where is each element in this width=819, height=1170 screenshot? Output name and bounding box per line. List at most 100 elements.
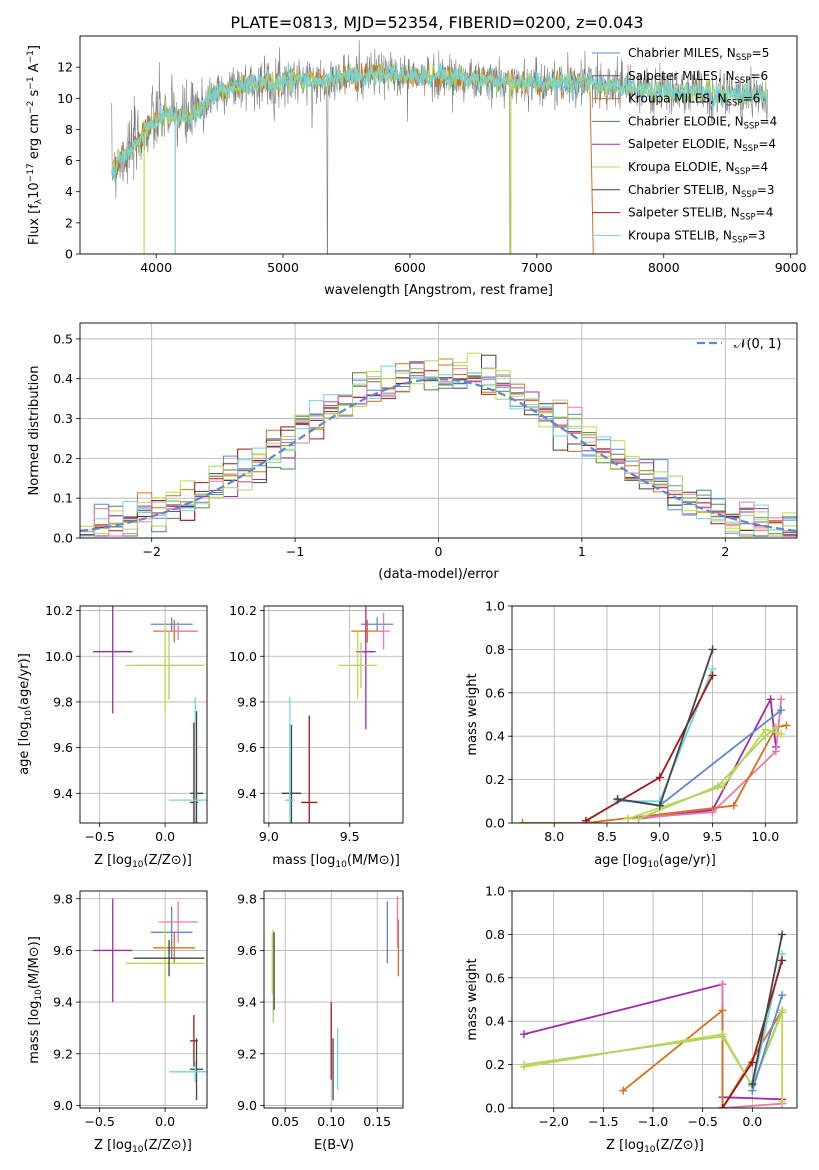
y-tick-label: 0.6 bbox=[485, 970, 505, 985]
y-tick-label: 0.6 bbox=[485, 685, 505, 700]
age_vs_mass-frame bbox=[263, 605, 404, 824]
y-tick-label: 4 bbox=[65, 184, 73, 199]
x-tick-label: −2 bbox=[142, 544, 160, 559]
spectrum-frame bbox=[79, 35, 798, 255]
x-tick-label: −2.0 bbox=[539, 1114, 569, 1129]
x-tick-label: 4000 bbox=[140, 260, 172, 275]
y-tick-label: 9.0 bbox=[237, 1098, 257, 1113]
y-tick-label: 0.4 bbox=[53, 371, 73, 386]
series-line bbox=[751, 994, 783, 1091]
spectrum-xlabel: wavelength [Angstrom, rest frame] bbox=[324, 283, 553, 298]
y-tick-label: 0.3 bbox=[53, 411, 73, 426]
x-tick-label: 9.5 bbox=[703, 829, 723, 844]
x-tick-label: 0.10 bbox=[317, 1114, 345, 1129]
residuals-frame bbox=[79, 322, 798, 539]
y-tick-label: 0.0 bbox=[53, 531, 73, 546]
series-marker bbox=[777, 695, 786, 704]
mass_vs_Z-points bbox=[93, 898, 207, 1101]
massweight_vs_Z-ylabel: mass weight bbox=[465, 958, 480, 1040]
residuals-axes: −2 −1 0 1 2 0.0 0.1 0.2 0.3 0.4 0.5 bbox=[53, 323, 797, 559]
y-tick-label: 0.5 bbox=[53, 331, 73, 346]
y-tick-label: 9.8 bbox=[237, 891, 257, 906]
y-tick-label: 9.4 bbox=[53, 786, 73, 801]
y-tick-label: 9.6 bbox=[53, 943, 73, 958]
y-tick-label: 9.6 bbox=[237, 740, 257, 755]
x-tick-label: 7000 bbox=[521, 260, 553, 275]
massweight_vs_Z-axes: −2.0 −1.5 −1.0 −0.5 0.0 0.0 0.2 0.4 0.6 0.8 1.0 bbox=[485, 884, 797, 1129]
massweight_vs_age-series bbox=[518, 645, 791, 823]
series-marker bbox=[778, 991, 787, 1000]
y-tick-label: 10.0 bbox=[45, 649, 73, 664]
mass-vs-Z-ylabel: mass [log10(M/M⊙)] bbox=[27, 936, 44, 1064]
y-tick-label: 9.8 bbox=[53, 694, 73, 709]
mass-vs-Z-xlabel: Z [log10(Z/Z⊙)] bbox=[94, 1138, 192, 1155]
spectrum-axes: 4000 5000 6000 7000 8000 9000 0 2 4 6 8 10 12 bbox=[57, 60, 807, 275]
x-tick-label: −0.5 bbox=[84, 1114, 114, 1129]
y-tick-label: 1.0 bbox=[485, 599, 505, 614]
series-marker bbox=[708, 808, 717, 817]
legend-entry: Kroupa MILES, NSSP=6 bbox=[628, 92, 760, 109]
y-tick-label: 10 bbox=[57, 91, 73, 106]
y-tick-label: 9.6 bbox=[237, 943, 257, 958]
y-tick-label: 12 bbox=[57, 60, 73, 75]
x-tick-label: 0.0 bbox=[155, 829, 175, 844]
massweight_vs_age-axes: 8.0 8.5 9.0 9.5 10.0 0.0 0.2 0.4 0.6 0.8 1.0 bbox=[485, 599, 797, 844]
residuals-xlabel: (data-model)/error bbox=[378, 567, 499, 582]
x-tick-label: 9000 bbox=[775, 260, 807, 275]
series-marker bbox=[761, 732, 770, 741]
x-tick-label: 9.5 bbox=[340, 829, 360, 844]
y-tick-label: 0.0 bbox=[485, 1101, 505, 1116]
series-marker bbox=[777, 730, 786, 739]
mass_vs_ebv-points bbox=[271, 896, 400, 1101]
x-tick-label: 0 bbox=[435, 544, 443, 559]
series-marker bbox=[519, 1030, 528, 1039]
y-tick-label: 10.0 bbox=[229, 649, 257, 664]
series-line bbox=[628, 699, 783, 820]
series-marker bbox=[718, 1104, 727, 1108]
y-tick-label: 9.4 bbox=[53, 995, 73, 1010]
y-tick-label: 9.0 bbox=[53, 1098, 73, 1113]
series-marker bbox=[619, 1086, 628, 1095]
series-marker bbox=[718, 980, 727, 989]
x-tick-label: 8.5 bbox=[597, 829, 617, 844]
legend-entry: Kroupa ELODIE, NSSP=4 bbox=[628, 160, 768, 177]
y-tick-label: 0.2 bbox=[53, 451, 73, 466]
gaussian-legend-label: 𝒩(0, 1) bbox=[734, 337, 781, 352]
x-tick-label: 1 bbox=[578, 544, 586, 559]
y-tick-label: 0.4 bbox=[485, 1014, 505, 1029]
x-tick-label: −1.5 bbox=[588, 1114, 618, 1129]
series-marker bbox=[778, 1097, 787, 1106]
series-marker bbox=[718, 1006, 727, 1015]
massweight_vs_age-ylabel: mass weight bbox=[465, 673, 480, 755]
y-tick-label: 0.0 bbox=[485, 816, 505, 831]
series-marker bbox=[771, 723, 780, 732]
series-marker bbox=[782, 721, 791, 730]
series-line bbox=[617, 649, 714, 807]
legend-entry: Chabrier STELIB, NSSP=3 bbox=[628, 183, 775, 200]
series-marker bbox=[519, 1060, 528, 1069]
y-tick-label: 0.4 bbox=[485, 729, 505, 744]
y-tick-label: 0.8 bbox=[485, 642, 505, 657]
series-marker bbox=[778, 1008, 787, 1017]
legend-entry: Salpeter ELODIE, NSSP=4 bbox=[628, 137, 776, 154]
age-vs-mass-xlabel: mass [log10(M/M⊙)] bbox=[272, 853, 400, 870]
y-tick-label: 0.1 bbox=[53, 491, 73, 506]
y-tick-label: 9.2 bbox=[53, 1046, 73, 1061]
x-tick-label: 8.0 bbox=[544, 829, 564, 844]
model-kroupa-miles bbox=[111, 61, 594, 254]
x-tick-label: 9.0 bbox=[650, 829, 670, 844]
series-marker bbox=[655, 773, 664, 782]
mass_vs_ebv-axes: 0.05 0.10 0.15 9.0 9.2 9.4 9.6 9.8 bbox=[237, 891, 403, 1129]
spectrum-ylabel: Flux [fλ10−17 erg cm−2 s−1 A−1] bbox=[26, 45, 44, 245]
x-tick-label: −1 bbox=[286, 544, 304, 559]
age-vs-Z-ylabel: age [log10(age/yr)] bbox=[17, 653, 34, 775]
y-tick-label: 9.2 bbox=[237, 1046, 257, 1061]
x-tick-label: −1.0 bbox=[638, 1114, 668, 1129]
x-tick-label: 10.0 bbox=[751, 829, 779, 844]
series-marker bbox=[729, 801, 738, 810]
massweight_vs_Z-frame bbox=[511, 890, 798, 1109]
histogram-series bbox=[80, 360, 797, 537]
x-tick-label: 0.15 bbox=[363, 1114, 391, 1129]
mass_vs_ebv-frame bbox=[263, 890, 404, 1109]
